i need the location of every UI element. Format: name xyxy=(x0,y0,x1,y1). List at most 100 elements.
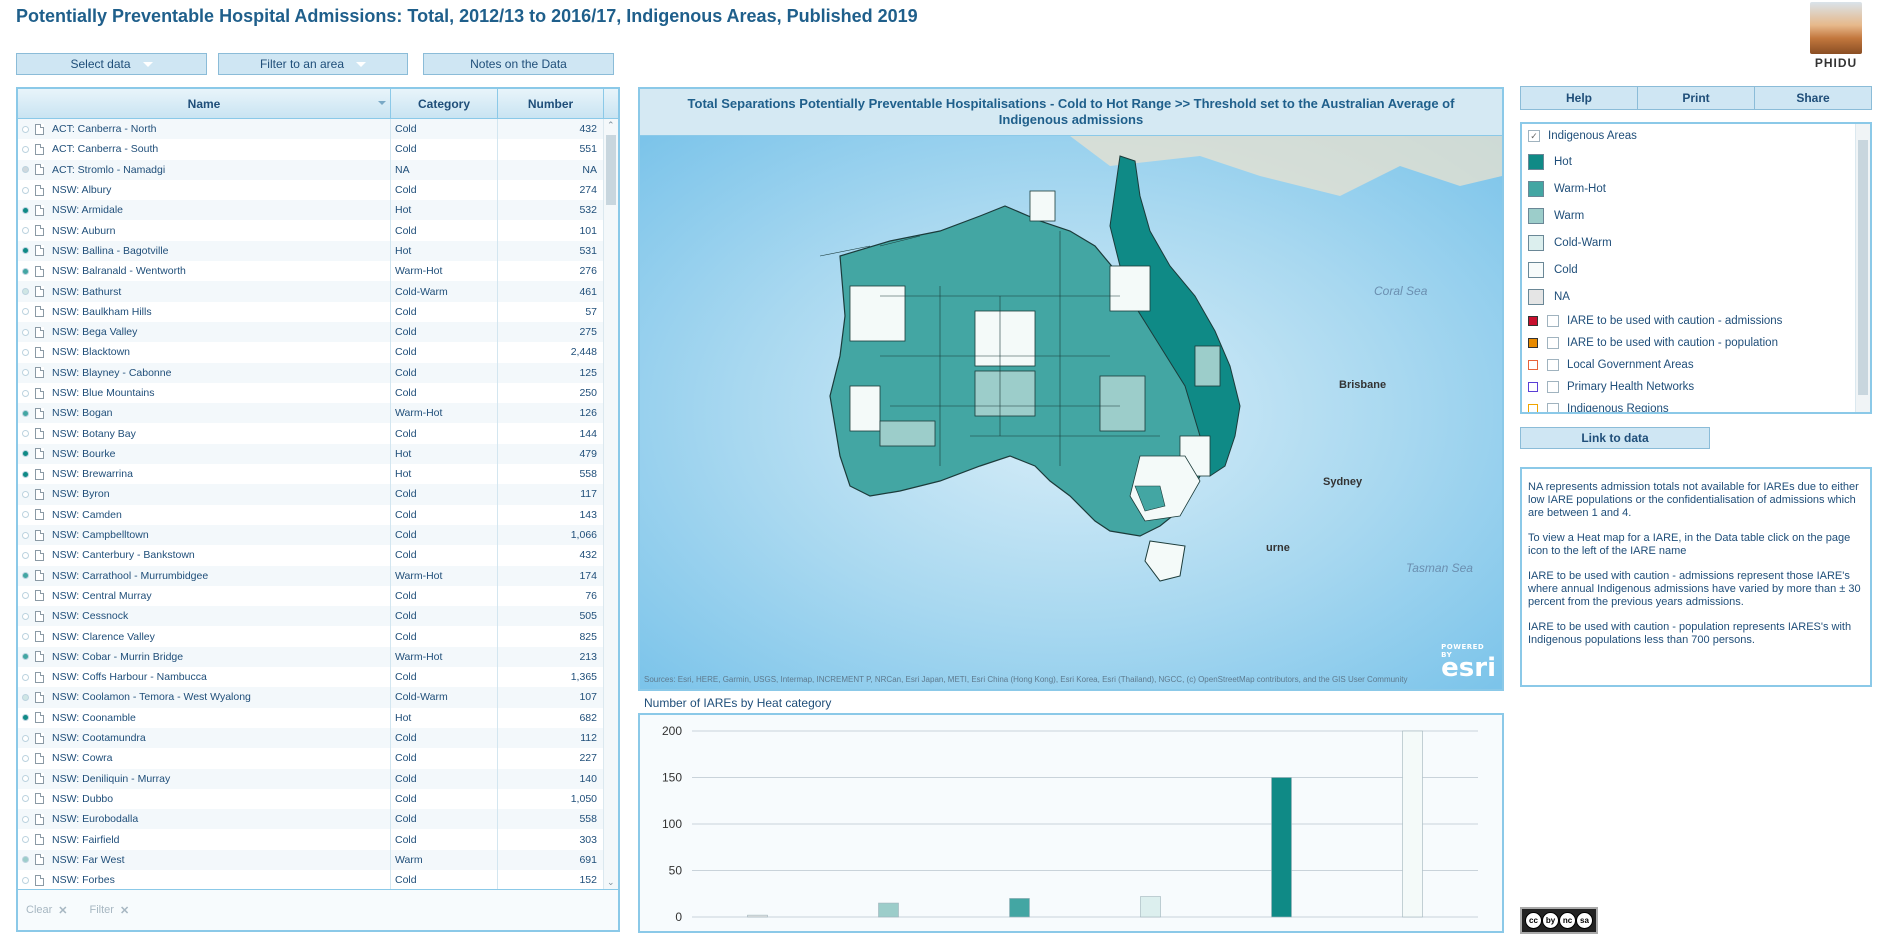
page-icon[interactable] xyxy=(35,164,44,176)
status-dot-icon[interactable] xyxy=(22,450,29,458)
table-body[interactable]: ⌃ ⌄ ACT: Canberra - North Cold 432 ACT: Can… xyxy=(18,119,618,889)
page-icon[interactable] xyxy=(35,773,44,785)
name-cell[interactable]: NSW: Forbes xyxy=(18,869,391,889)
status-dot-icon[interactable] xyxy=(22,511,29,519)
scroll-down-icon[interactable]: ⌄ xyxy=(607,877,615,887)
area-name[interactable]: NSW: Bega Valley xyxy=(52,326,138,339)
area-name[interactable]: NSW: Carrathool - Murrumbidgee xyxy=(52,569,209,582)
filter-clear-icon[interactable]: ✕ xyxy=(119,904,130,917)
table-row[interactable]: NSW: Bogan Warm-Hot 126 xyxy=(18,403,618,424)
sort-icon[interactable] xyxy=(378,101,386,105)
status-dot-icon[interactable] xyxy=(22,186,29,194)
status-dot-icon[interactable] xyxy=(22,247,29,255)
name-cell[interactable]: NSW: Bourke xyxy=(18,443,391,465)
page-icon[interactable] xyxy=(35,184,44,196)
table-row[interactable]: NSW: Botany Bay Cold 144 xyxy=(18,423,618,444)
status-dot-icon[interactable] xyxy=(22,653,29,661)
table-row[interactable]: NSW: Camden Cold 143 xyxy=(18,504,618,525)
page-icon[interactable] xyxy=(35,590,44,602)
area-name[interactable]: NSW: Brewarrina xyxy=(52,468,133,481)
status-dot-icon[interactable] xyxy=(22,308,29,316)
area-name[interactable]: NSW: Bourke xyxy=(52,447,116,460)
area-name[interactable]: NSW: Cowra xyxy=(52,752,113,765)
overlay-checkbox[interactable] xyxy=(1547,403,1559,412)
table-row[interactable]: NSW: Balranald - Wentworth Warm-Hot 276 xyxy=(18,261,618,282)
page-icon[interactable] xyxy=(35,468,44,480)
name-cell[interactable]: NSW: Brewarrina xyxy=(18,464,391,485)
page-icon[interactable] xyxy=(35,793,44,805)
page-icon[interactable] xyxy=(35,346,44,358)
overlay-checkbox[interactable] xyxy=(1547,315,1559,327)
name-cell[interactable]: NSW: Dubbo xyxy=(18,788,391,810)
layer-checkbox[interactable]: ✓ xyxy=(1528,130,1540,142)
table-row[interactable]: NSW: Far West Warm 691 xyxy=(18,849,618,870)
area-name[interactable]: NSW: Clarence Valley xyxy=(52,630,155,643)
page-icon[interactable] xyxy=(35,691,44,703)
area-name[interactable]: NSW: Campbelltown xyxy=(52,529,149,542)
area-name[interactable]: NSW: Coolamon - Temora - West Wyalong xyxy=(52,691,251,704)
page-icon[interactable] xyxy=(35,448,44,460)
name-cell[interactable]: NSW: Botany Bay xyxy=(18,423,391,444)
page-icon[interactable] xyxy=(35,610,44,622)
area-name[interactable]: NSW: Blayney - Cabonne xyxy=(52,366,172,379)
status-dot-icon[interactable] xyxy=(22,328,29,336)
bar-hot[interactable] xyxy=(1271,777,1292,918)
name-cell[interactable]: NSW: Coolamon - Temora - West Wyalong xyxy=(18,687,391,708)
table-row[interactable]: NSW: Armidale Hot 532 xyxy=(18,200,618,221)
page-icon[interactable] xyxy=(35,204,44,216)
page-icon[interactable] xyxy=(35,651,44,663)
status-dot-icon[interactable] xyxy=(22,369,29,377)
select-data-dropdown[interactable]: Select data xyxy=(16,53,207,75)
status-dot-icon[interactable] xyxy=(22,125,29,133)
table-row[interactable]: NSW: Brewarrina Hot 558 xyxy=(18,464,618,485)
table-row[interactable]: NSW: Bourke Hot 479 xyxy=(18,443,618,465)
page-icon[interactable] xyxy=(35,286,44,298)
table-row[interactable]: NSW: Coonamble Hot 682 xyxy=(18,707,618,728)
area-name[interactable]: NSW: Auburn xyxy=(52,224,116,237)
page-icon[interactable] xyxy=(35,854,44,866)
area-name[interactable]: NSW: Blacktown xyxy=(52,346,130,359)
status-dot-icon[interactable] xyxy=(22,714,29,722)
page-icon[interactable] xyxy=(35,488,44,500)
status-dot-icon[interactable] xyxy=(22,673,29,681)
page-icon[interactable] xyxy=(35,245,44,257)
table-row[interactable]: NSW: Blue Mountains Cold 250 xyxy=(18,382,618,404)
status-dot-icon[interactable] xyxy=(22,612,29,620)
area-name[interactable]: NSW: Cobar - Murrin Bridge xyxy=(52,650,184,663)
page-icon[interactable] xyxy=(35,712,44,724)
area-name[interactable]: NSW: Fairfield xyxy=(52,833,120,846)
status-dot-icon[interactable] xyxy=(22,856,29,864)
name-cell[interactable]: NSW: Blue Mountains xyxy=(18,382,391,404)
name-cell[interactable]: NSW: Blayney - Cabonne xyxy=(18,362,391,383)
name-cell[interactable]: NSW: Cobar - Murrin Bridge xyxy=(18,646,391,668)
page-icon[interactable] xyxy=(35,143,44,155)
bar-warm[interactable] xyxy=(878,902,899,918)
overlay-checkbox[interactable] xyxy=(1547,359,1559,371)
creative-commons-badge[interactable]: cc by nc sa xyxy=(1520,907,1598,934)
area-name[interactable]: NSW: Bogan xyxy=(52,407,113,420)
area-name[interactable]: NSW: Balranald - Wentworth xyxy=(52,265,186,278)
name-cell[interactable]: NSW: Canterbury - Bankstown xyxy=(18,545,391,566)
name-cell[interactable]: NSW: Campbelltown xyxy=(18,524,391,546)
status-dot-icon[interactable] xyxy=(22,531,29,539)
name-cell[interactable]: NSW: Armidale xyxy=(18,200,391,221)
name-cell[interactable]: NSW: Central Murray xyxy=(18,585,391,607)
column-header-category[interactable]: Category xyxy=(391,89,498,118)
table-row[interactable]: NSW: Bega Valley Cold 275 xyxy=(18,321,618,343)
table-row[interactable]: NSW: Coolamon - Temora - West Wyalong Col… xyxy=(18,687,618,708)
filter-area-dropdown[interactable]: Filter to an area xyxy=(218,53,408,75)
table-row[interactable]: NSW: Auburn Cold 101 xyxy=(18,220,618,241)
page-icon[interactable] xyxy=(35,306,44,318)
area-name[interactable]: NSW: Bathurst xyxy=(52,285,122,298)
table-row[interactable]: NSW: Baulkham Hills Cold 57 xyxy=(18,301,618,322)
clear-icon[interactable]: ✕ xyxy=(58,904,68,917)
name-cell[interactable]: NSW: Auburn xyxy=(18,220,391,241)
name-cell[interactable]: NSW: Cootamundra xyxy=(18,727,391,749)
page-icon[interactable] xyxy=(35,225,44,237)
overlay-checkbox[interactable] xyxy=(1547,381,1559,393)
overlay-layer-item[interactable]: Primary Health Networks xyxy=(1522,376,1870,398)
table-row[interactable]: NSW: Albury Cold 274 xyxy=(18,179,618,201)
table-row[interactable]: NSW: Canterbury - Bankstown Cold 432 xyxy=(18,545,618,566)
table-row[interactable]: ACT: Canberra - North Cold 432 xyxy=(18,119,618,140)
area-name[interactable]: NSW: Deniliquin - Murray xyxy=(52,772,171,785)
